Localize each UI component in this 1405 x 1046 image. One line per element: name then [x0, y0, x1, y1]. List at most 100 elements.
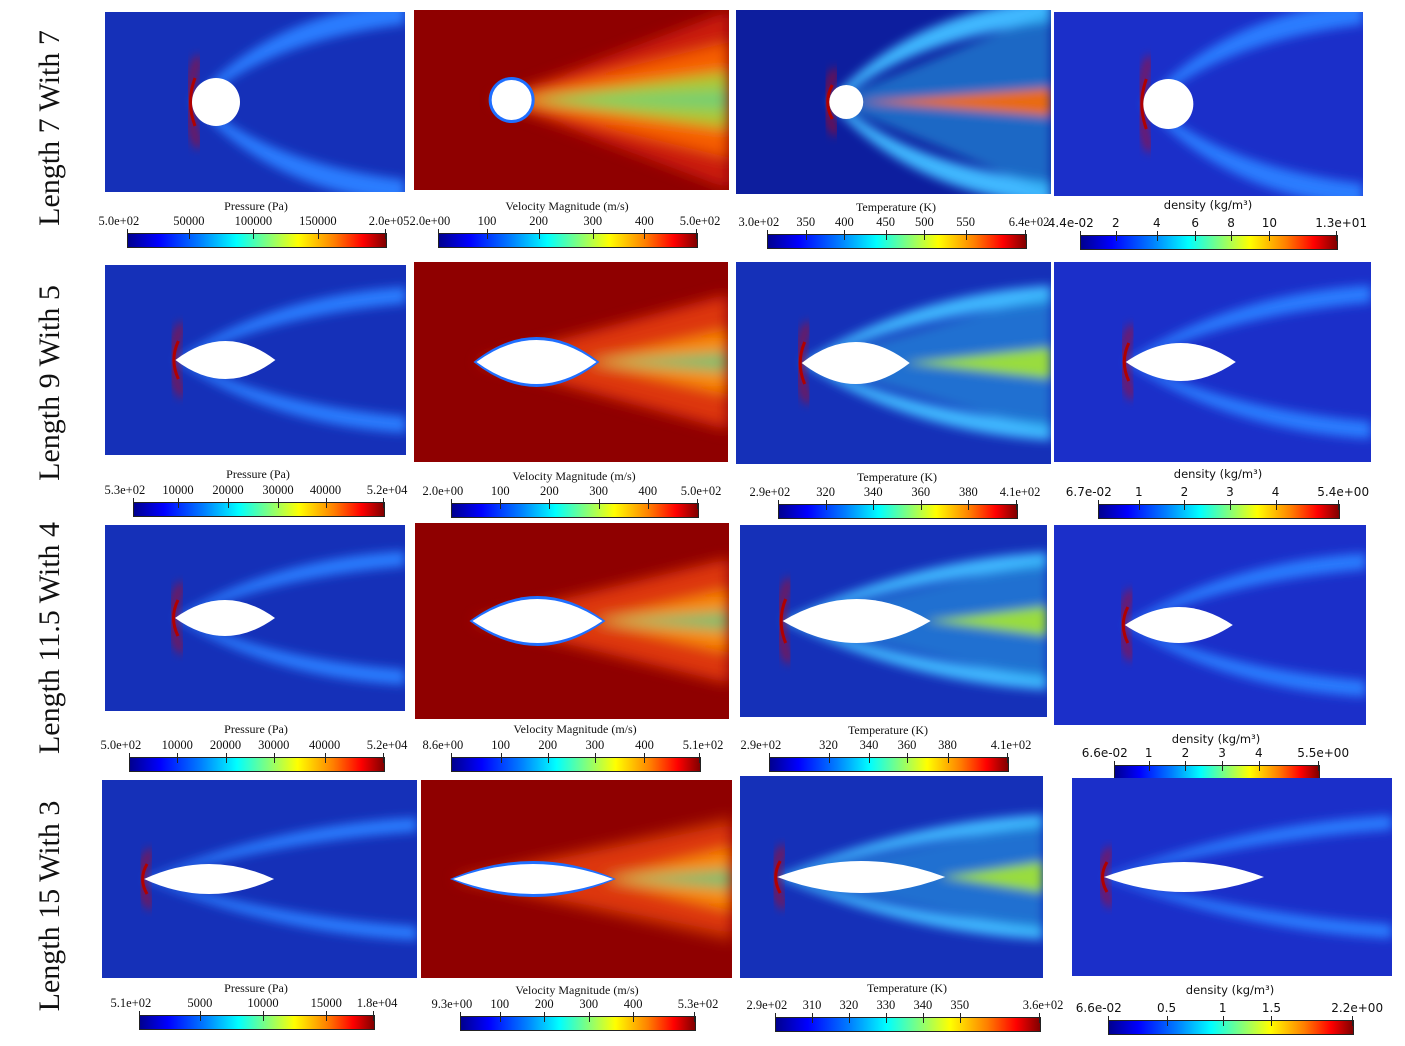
colorbar-tick-mark — [1258, 761, 1260, 771]
colorbar-tick-label: 4 — [1152, 216, 1161, 230]
colorbar-tick-label: 2.9e+02 — [749, 485, 791, 499]
colorbar-tick-mark — [487, 229, 489, 239]
field-contour-plot — [1054, 262, 1371, 462]
colorbar-tick-mark — [385, 229, 386, 239]
colorbar-tick-mark — [547, 753, 549, 763]
colorbar-tick-label: 40000 — [308, 738, 341, 752]
colorbar-tick-label: 1.3e+01 — [1315, 216, 1368, 230]
flow-field-image — [1072, 778, 1392, 976]
colorbar-gradient — [1080, 235, 1338, 250]
colorbar-title: density (kg/m³) — [1185, 983, 1275, 997]
flow-field-image — [740, 776, 1043, 978]
colorbar-tick-label: 200 — [540, 484, 559, 498]
colorbar-tick-label: 2.0e+00 — [409, 214, 451, 228]
colorbar-tick-mark — [1275, 500, 1277, 510]
field-contour-plot — [414, 10, 729, 190]
colorbar-tick-mark — [920, 500, 922, 510]
colorbar-tick-label: 5.5e+00 — [1297, 746, 1350, 760]
colorbar-tick-label: 100 — [490, 997, 510, 1011]
colorbar-tick-mark — [1039, 1013, 1040, 1023]
colorbar-tick-label: 360 — [897, 738, 917, 752]
colorbar-tick-label: 8.6e+00 — [422, 738, 464, 752]
colorbar-tick-label: 20000 — [209, 738, 242, 752]
colorbar-tick-label: 4.1e+02 — [999, 485, 1041, 499]
colorbar-tick-label: 3 — [1218, 746, 1226, 760]
colorbar-tick-mark — [828, 753, 830, 763]
colorbar-tick-label: 1 — [1218, 1001, 1227, 1015]
colorbar-tick-label: 5.4e+00 — [1317, 485, 1370, 499]
colorbar-gradient — [451, 757, 701, 772]
colorbar-title: Pressure (Pa) — [224, 722, 288, 736]
colorbar-title: Pressure (Pa) — [224, 199, 288, 213]
colorbar-tick-label: 400 — [835, 215, 854, 229]
colorbar-tick-label: 350 — [796, 215, 816, 229]
field-contour-plot — [736, 262, 1051, 464]
colorbar-tick-mark — [594, 753, 596, 763]
field-contour-plot — [740, 776, 1043, 978]
field-contour-plot — [105, 12, 405, 192]
field-contour-plot — [105, 265, 406, 455]
colorbar-tick-mark — [1115, 231, 1117, 241]
colorbar-tick-mark — [178, 498, 179, 508]
colorbar-tick-mark — [647, 499, 649, 509]
colorbar-tick-mark — [538, 229, 540, 239]
colorbar-tick-label: 340 — [863, 485, 883, 499]
field-contour-plot — [414, 262, 728, 462]
flow-field-image — [1054, 12, 1363, 196]
colorbar-tick-mark — [1108, 1016, 1109, 1026]
colorbar-tick-label: 2.0e+00 — [422, 484, 464, 498]
colorbar-gradient — [775, 1017, 1041, 1032]
colorbar-gradient — [127, 233, 387, 248]
colorbar-tick-mark — [959, 1013, 961, 1023]
field-contour-plot — [736, 10, 1051, 194]
colorbar-tick-mark — [500, 753, 502, 763]
flow-field-image — [105, 525, 405, 711]
colorbar-gradient — [129, 757, 385, 772]
flow-field-image — [105, 12, 405, 192]
flow-field-image — [415, 523, 729, 719]
colorbar-title: Pressure (Pa) — [224, 981, 288, 995]
field-contour-plot — [740, 525, 1047, 717]
colorbar-tick-label: 5.2e+04 — [366, 483, 408, 497]
colorbar-tick-mark — [1016, 500, 1017, 510]
colorbar-tick-mark — [177, 753, 179, 763]
colorbar-tick-mark — [1156, 231, 1158, 241]
colorbar-tick-mark — [383, 753, 384, 763]
colorbar-tick-mark — [225, 753, 227, 763]
colorbar-tick-label: 4 — [1255, 746, 1263, 760]
colorbar-gradient — [769, 757, 1009, 772]
colorbar-tick-label: 1 — [1144, 746, 1153, 760]
colorbar-tick-mark — [127, 229, 128, 239]
flow-field-image — [105, 265, 406, 455]
colorbar-title: Velocity Magnitude (m/s) — [505, 199, 629, 213]
flow-field-image — [414, 10, 729, 190]
colorbar-gradient — [767, 234, 1027, 249]
colorbar-tick-mark — [1352, 1016, 1353, 1026]
colorbar-tick-mark — [778, 500, 779, 510]
colorbar-tick-label: 5.2e+04 — [366, 738, 408, 752]
colorbar-tick-label: 300 — [585, 738, 605, 752]
colorbar-tick-mark — [1114, 761, 1115, 771]
colorbar-tick-label: 400 — [635, 738, 654, 752]
colorbar-tick-label: 10000 — [161, 738, 193, 752]
colorbar-tick-label: 15000 — [310, 996, 342, 1010]
field-contour-plot — [415, 523, 729, 719]
colorbar-tick-mark — [373, 1011, 374, 1021]
colorbar-tick-label: 380 — [938, 738, 957, 752]
colorbar-tick-label: 5.3e+02 — [104, 483, 146, 497]
row-label: Length 9 With 5 — [33, 284, 66, 481]
colorbar-tick-mark — [500, 499, 502, 509]
colorbar-tick-mark — [844, 230, 846, 240]
colorbar-tick-mark — [1166, 1016, 1168, 1026]
colorbar-tick-mark — [825, 500, 827, 510]
colorbar-title: Velocity Magnitude (m/s) — [515, 983, 639, 997]
colorbar-tick-label: 6.6e-02 — [1075, 1001, 1122, 1015]
colorbar-tick-mark — [965, 230, 967, 240]
colorbar-tick-mark — [1184, 500, 1186, 510]
colorbar-tick-label: 200 — [534, 997, 554, 1011]
colorbar-title: density (kg/m³) — [1173, 467, 1263, 481]
colorbar-tick-label: 30000 — [258, 738, 290, 752]
colorbar-tick-label: 360 — [911, 485, 931, 499]
colorbar-tick-label: 5.1e+02 — [110, 996, 152, 1010]
colorbar-tick-mark — [811, 1013, 813, 1023]
